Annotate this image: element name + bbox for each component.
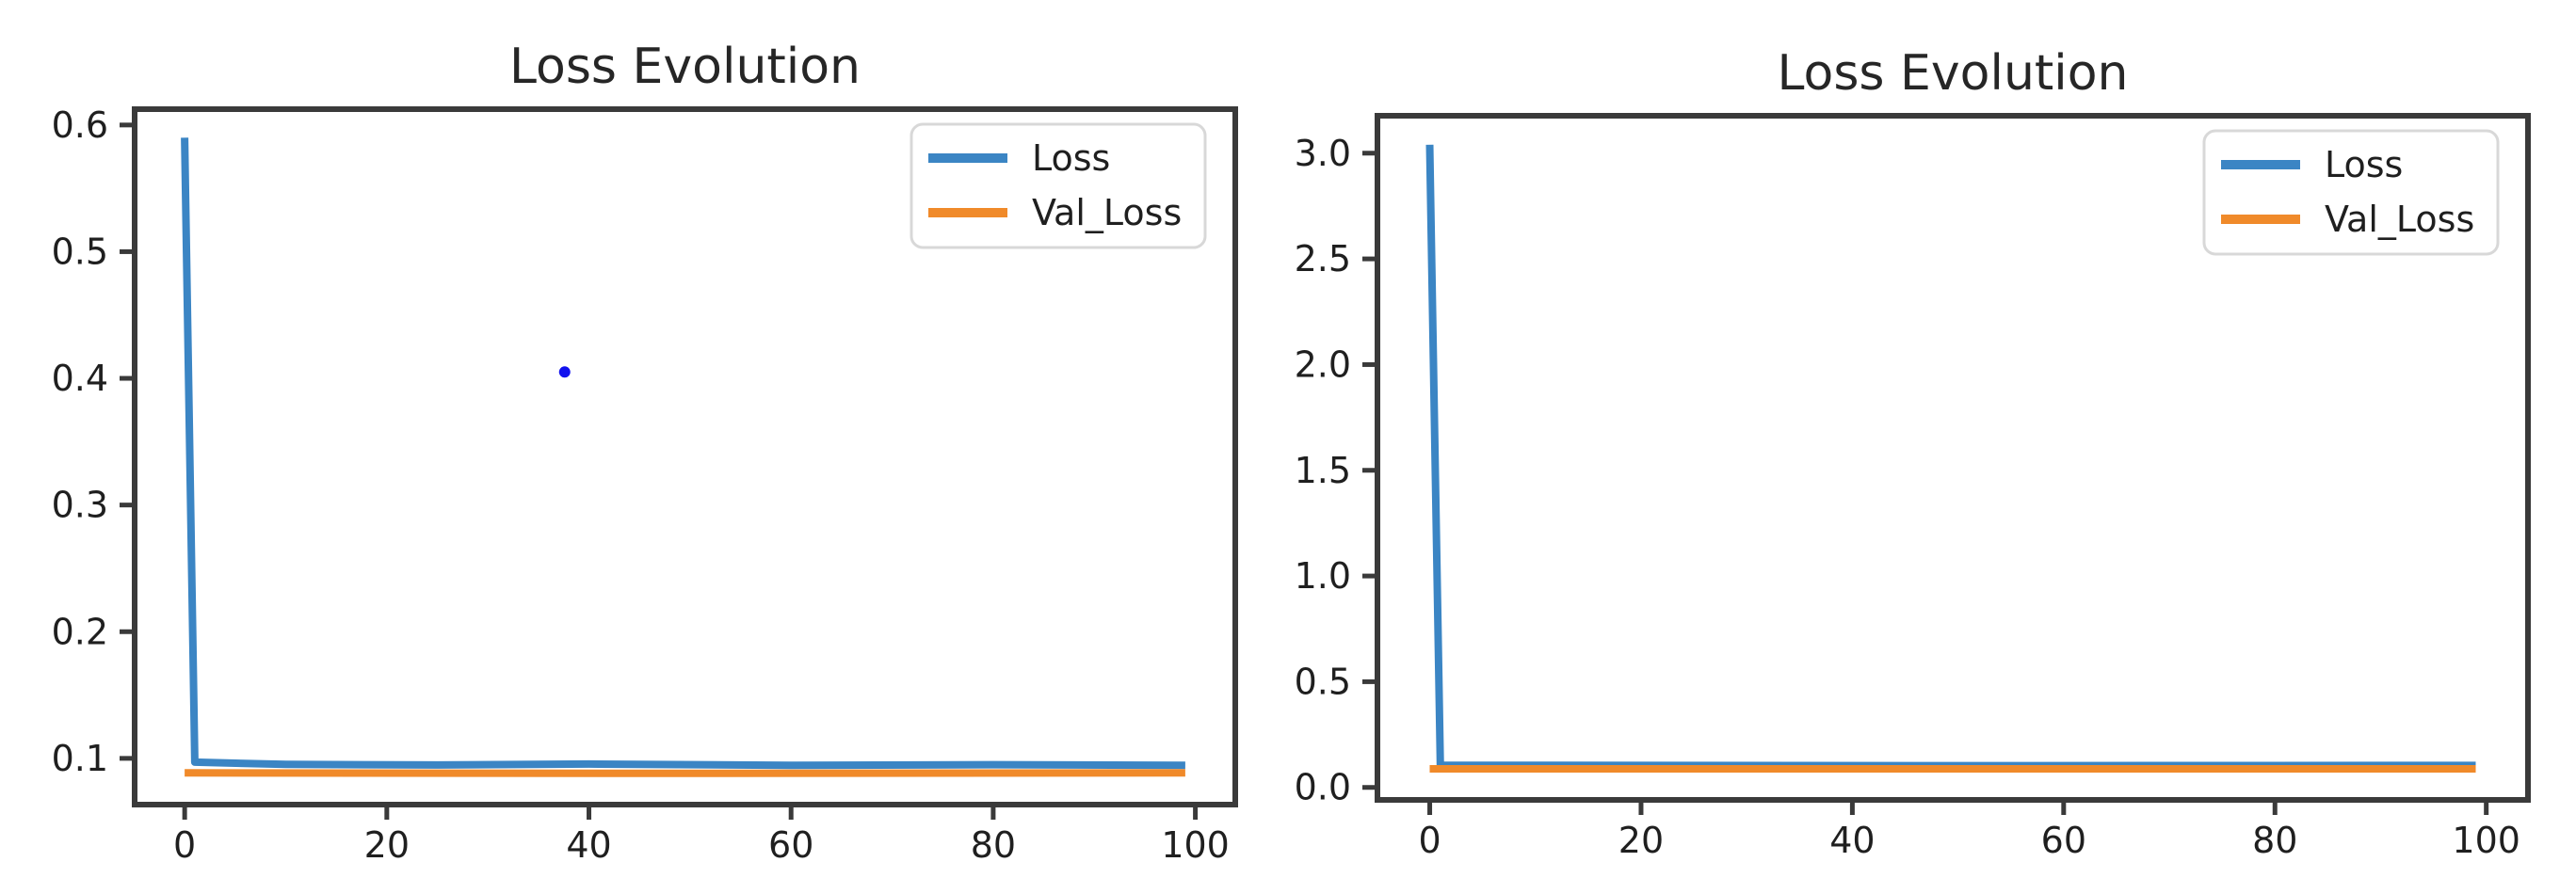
y-tick-label: 2.5 xyxy=(1295,238,1351,279)
y-tick-label: 0.3 xyxy=(52,485,108,526)
y-tick-label: 3.0 xyxy=(1295,133,1351,174)
x-tick-label: 60 xyxy=(2041,820,2086,861)
x-tick-label: 40 xyxy=(1829,820,1875,861)
stray-blue-dot xyxy=(558,366,571,378)
x-tick-label: 80 xyxy=(971,824,1016,866)
axes-spines xyxy=(1375,113,2531,803)
x-tick-label: 80 xyxy=(2252,820,2297,861)
y-tick-label: 0.4 xyxy=(52,358,108,399)
x-tick-label: 20 xyxy=(1618,820,1664,861)
x-tick-label: 100 xyxy=(2452,820,2520,861)
legend-label-2: Val_Loss xyxy=(2325,199,2474,240)
legend: Loss Val_Loss xyxy=(910,122,1207,249)
y-tick-label: 0.1 xyxy=(52,738,108,779)
y-tick-label: 0.5 xyxy=(1295,661,1351,702)
y-tick-label: 0.5 xyxy=(52,231,108,272)
y-tick-label: 2.0 xyxy=(1295,343,1351,385)
x-tick-label: 60 xyxy=(768,824,813,866)
x-tick-label: 40 xyxy=(566,824,611,866)
chart-title: Loss Evolution xyxy=(509,39,861,95)
y-tick-label: 1.0 xyxy=(1295,555,1351,597)
legend-label-2: Val_Loss xyxy=(1032,192,1182,233)
y-tick-label: 0.2 xyxy=(52,611,108,652)
series-line-val_loss xyxy=(185,769,1185,777)
y-tick-label: 0.6 xyxy=(52,104,108,146)
series-line-loss xyxy=(181,137,1185,770)
y-tick-label: 0.0 xyxy=(1295,767,1351,808)
legend: Loss Val_Loss xyxy=(2202,129,2500,256)
x-tick-label: 0 xyxy=(173,824,196,866)
chart-right: Loss Evolution 0 20 40 60 80 100 0.0 0.5 1.0 1.5 2.… xyxy=(1295,45,2531,861)
chart-title: Loss Evolution xyxy=(1777,45,2128,102)
x-tick-label: 100 xyxy=(1161,824,1230,866)
chart-left: Loss Evolution 0 20 40 60 80 100 0.1 0.2 0.3 0.4 0.… xyxy=(52,39,1238,866)
legend-label-1: Loss xyxy=(1032,137,1110,179)
y-tick-label: 1.5 xyxy=(1295,450,1351,491)
x-tick-label: 20 xyxy=(364,824,410,866)
legend-label-1: Loss xyxy=(2325,144,2403,185)
axes-spines xyxy=(132,106,1238,807)
x-tick-label: 0 xyxy=(1418,820,1441,861)
